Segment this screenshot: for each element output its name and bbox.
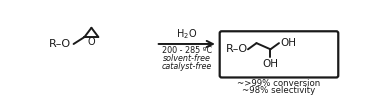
Text: catalyst-free: catalyst-free — [162, 62, 212, 71]
Text: OH: OH — [262, 58, 279, 69]
FancyBboxPatch shape — [220, 31, 338, 78]
Text: H$_2$O: H$_2$O — [176, 27, 197, 41]
Text: ~98% selectivity: ~98% selectivity — [242, 86, 316, 95]
Text: 200 - 285 ºC: 200 - 285 ºC — [162, 46, 212, 55]
Text: O: O — [88, 37, 95, 47]
Text: R–O: R–O — [226, 44, 248, 54]
Text: R–O: R–O — [49, 39, 71, 49]
Text: solvent-free: solvent-free — [163, 54, 211, 63]
Text: ~>99% conversion: ~>99% conversion — [237, 79, 321, 88]
Text: OH: OH — [280, 38, 296, 48]
